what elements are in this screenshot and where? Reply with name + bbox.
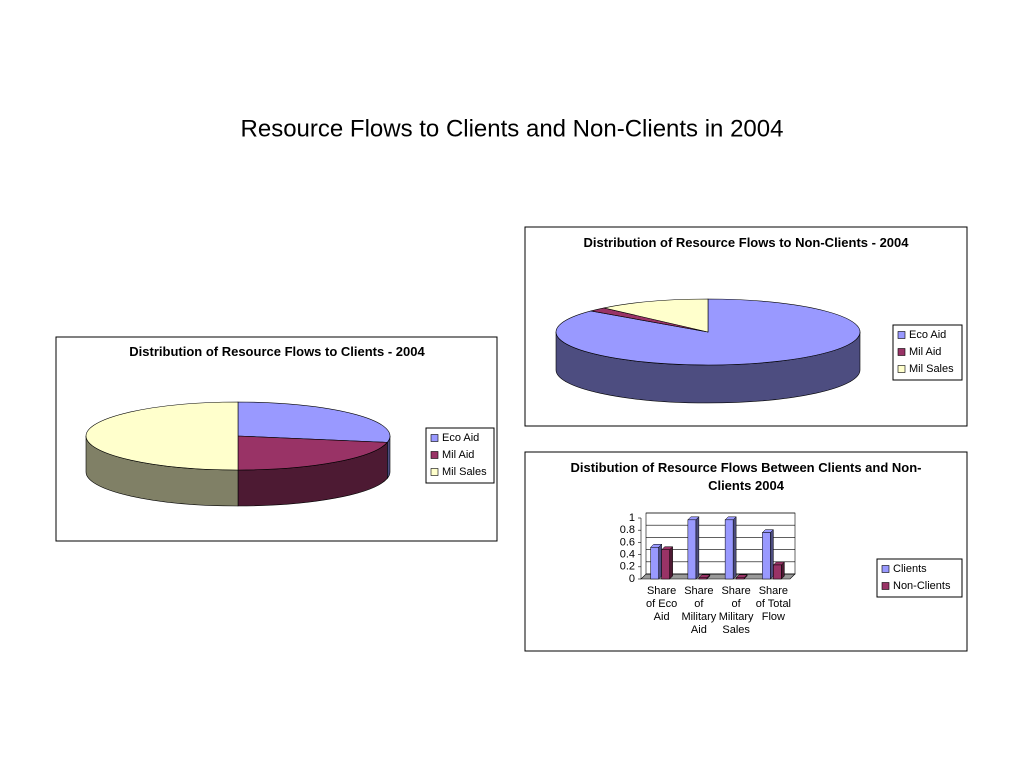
legend-swatch (881, 565, 890, 573)
pie-slice (85, 401, 239, 471)
x-tick-label: Share of Eco Aid (646, 585, 678, 623)
legend-swatch (430, 468, 439, 476)
chart-title: Distribution of Resource Flows to Client… (129, 344, 425, 359)
chart-title: Distribution of Resource Flows to Non-Cl… (583, 235, 909, 250)
x-tick-label: Share of Military Aid (681, 585, 717, 636)
legend-swatch (897, 331, 906, 339)
pie-slice (237, 401, 391, 443)
bar (724, 519, 734, 580)
x-tick-label: Share of Military Aid (681, 585, 717, 636)
pie-slice (555, 298, 861, 366)
bar-side (669, 546, 673, 580)
bar (698, 577, 708, 580)
legend-label: Mil Aid (442, 449, 474, 461)
x-tick-label: Share of Military Sales (718, 585, 754, 636)
bar (650, 547, 659, 580)
legend-label: Mil Sales (442, 466, 487, 478)
x-tick-label: Share of Military Sales (718, 585, 754, 636)
legend-label: Eco Aid (909, 329, 946, 341)
legend-swatch (430, 434, 439, 442)
legend-swatch (897, 348, 906, 356)
y-tick-label: 1 (629, 512, 635, 524)
pie-slice (603, 298, 709, 333)
legend-swatch (430, 451, 439, 459)
bar-side (695, 516, 700, 580)
chart-title: Distribution of Resource Flows to Client… (129, 344, 425, 359)
legend-label: Clients (893, 563, 927, 575)
chart-title: Distibution of Resource Flows Between Cl… (570, 460, 922, 493)
bar (661, 549, 670, 580)
legend-label: Mil Sales (909, 363, 954, 375)
chart-frame (524, 451, 968, 652)
slide-title: Resource Flows to Clients and Non-Client… (241, 115, 784, 142)
x-tick-label: Share of Total Flow (755, 585, 792, 623)
x-tick-label: Share of Eco Aid (646, 585, 678, 623)
legend-label: Eco Aid (442, 432, 479, 444)
chart-title: Distribution of Resource Flows to Non-Cl… (583, 235, 909, 250)
y-tick-label: 0.8 (620, 524, 635, 536)
y-tick-label: 0.6 (620, 536, 635, 548)
legend-label: Mil Aid (909, 346, 941, 358)
bar (762, 532, 771, 580)
y-tick-label: 0.2 (620, 561, 635, 573)
bar (687, 519, 697, 580)
bar (735, 577, 745, 580)
legend-box (876, 558, 963, 598)
y-tick-label: 0.4 (620, 549, 635, 561)
chart-title: Distibution of Resource Flows Between Cl… (570, 460, 922, 493)
bar-side (732, 516, 737, 580)
pie-slice (237, 435, 388, 471)
legend-swatch (897, 365, 906, 373)
legend-swatch (881, 582, 890, 590)
y-tick-label: 0 (629, 573, 635, 585)
bar (773, 564, 782, 580)
legend-label: Non-Clients (893, 580, 951, 592)
bar-side (770, 529, 774, 580)
bar-side (658, 543, 662, 580)
x-tick-label: Share of Total Flow (755, 585, 792, 623)
